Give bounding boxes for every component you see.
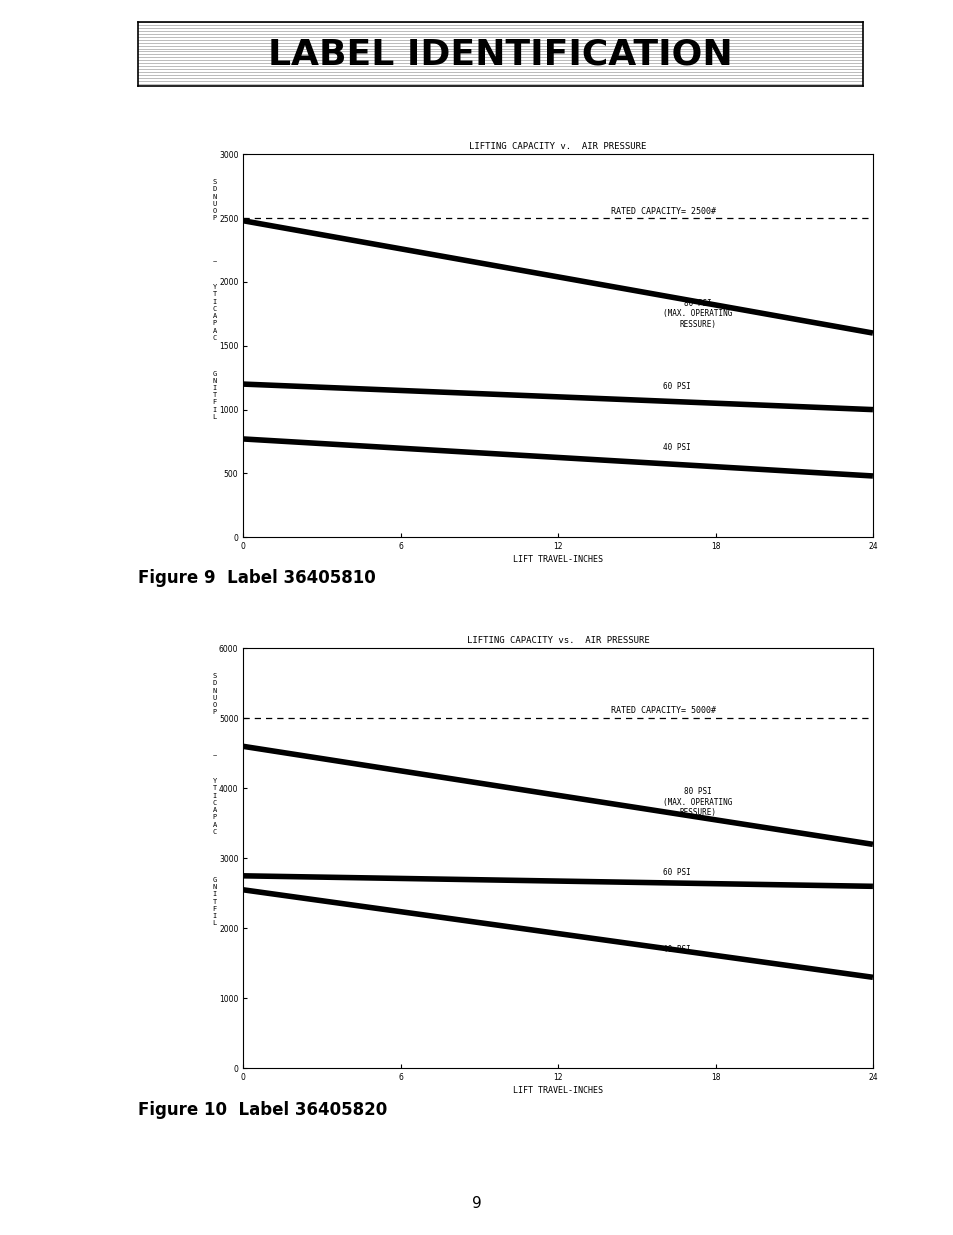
Text: 40 PSI: 40 PSI [662, 443, 690, 452]
Title: LIFTING CAPACITY vs.  AIR PRESSURE: LIFTING CAPACITY vs. AIR PRESSURE [466, 636, 649, 645]
Text: Y
T
I
C
A
P
A
C: Y T I C A P A C [213, 284, 216, 341]
Text: 80 PSI
(MAX. OPERATING
RESSURE): 80 PSI (MAX. OPERATING RESSURE) [662, 299, 732, 329]
X-axis label: LIFT TRAVEL-INCHES: LIFT TRAVEL-INCHES [513, 556, 602, 564]
Text: 60 PSI: 60 PSI [662, 868, 690, 877]
Text: S
D
N
U
O
P: S D N U O P [213, 179, 216, 221]
Text: S
D
N
U
O
P: S D N U O P [213, 673, 216, 715]
Text: G
N
I
T
F
I
L: G N I T F I L [213, 877, 216, 926]
Text: ~: ~ [213, 259, 216, 266]
Text: Figure 10  Label 36405820: Figure 10 Label 36405820 [138, 1102, 387, 1119]
Text: ~: ~ [213, 753, 216, 760]
Text: Y
T
I
C
A
P
A
C: Y T I C A P A C [213, 778, 216, 835]
Text: 60 PSI: 60 PSI [662, 382, 690, 391]
Title: LIFTING CAPACITY v.  AIR PRESSURE: LIFTING CAPACITY v. AIR PRESSURE [469, 142, 646, 151]
Text: 9: 9 [472, 1195, 481, 1210]
Text: Figure 9  Label 36405810: Figure 9 Label 36405810 [138, 569, 375, 587]
Text: 40 PSI: 40 PSI [662, 945, 690, 953]
X-axis label: LIFT TRAVEL-INCHES: LIFT TRAVEL-INCHES [513, 1087, 602, 1095]
Text: RATED CAPACITY= 5000#: RATED CAPACITY= 5000# [610, 706, 715, 715]
Text: 80 PSI
(MAX. OPERATING
RESSURE): 80 PSI (MAX. OPERATING RESSURE) [662, 788, 732, 818]
Text: RATED CAPACITY= 2500#: RATED CAPACITY= 2500# [610, 206, 715, 216]
Text: LABEL IDENTIFICATION: LABEL IDENTIFICATION [268, 37, 733, 72]
Text: G
N
I
T
F
I
L: G N I T F I L [213, 370, 216, 420]
